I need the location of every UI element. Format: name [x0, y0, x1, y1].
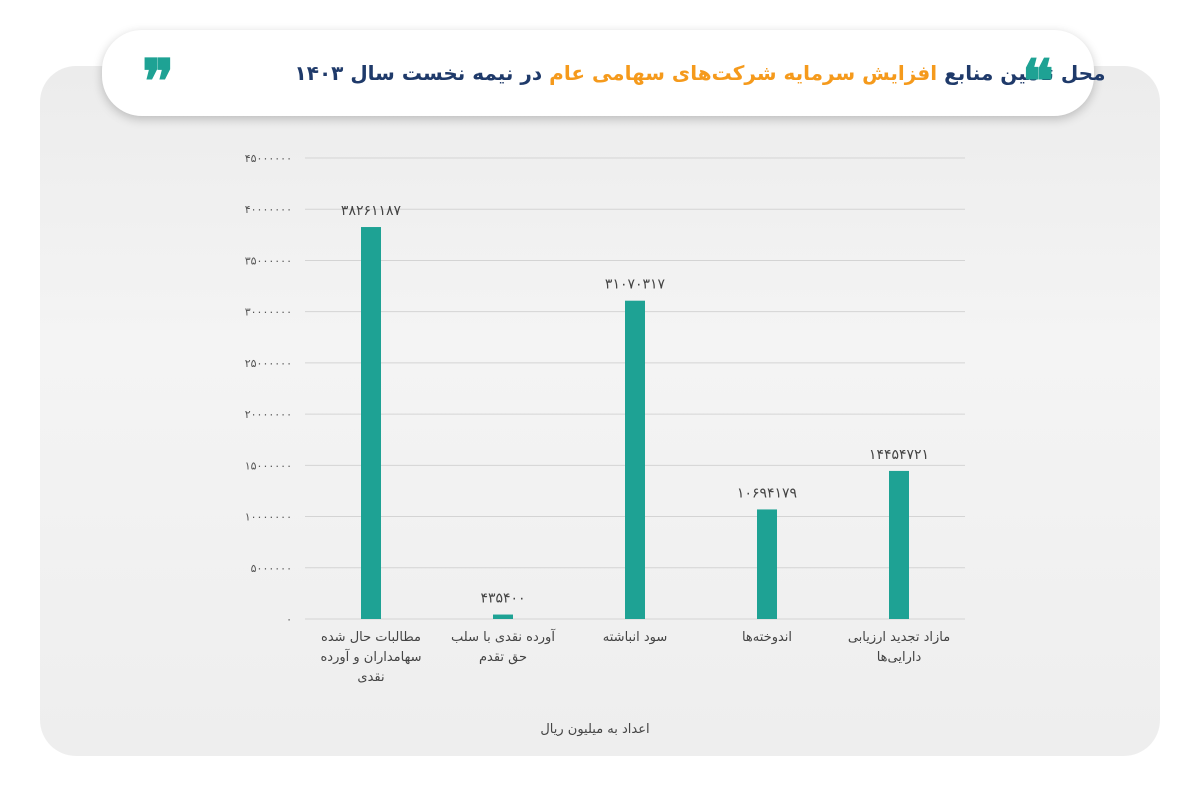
chart-card [40, 66, 1160, 756]
y-tick-label: ۱۵۰۰۰۰۰۰ [245, 459, 292, 472]
quote-open-icon: ❞ [142, 47, 175, 117]
chart-title: محل تامین منابع افزایش سرمایه شرکت‌های س… [262, 58, 1138, 88]
unit-note: اعداد به میلیون ریال [540, 722, 650, 737]
x-tick-label: آورده نقدی با سلب [451, 628, 556, 645]
bar [493, 614, 513, 619]
y-tick-label: ۴۰۰۰۰۰۰۰ [245, 203, 292, 216]
data-label: ۴۳۵۴۰۰ [480, 591, 525, 607]
data-label: ۱۴۴۵۴۷۲۱ [869, 447, 929, 463]
title-highlight: افزایش سرمایه شرکت‌های سهامی عام [549, 61, 938, 85]
data-label: ۳۱۰۷۰۳۱۷ [605, 277, 666, 293]
x-tick-label: مطالبات حال شده [321, 630, 421, 645]
bar [757, 509, 777, 619]
data-label: ۳۸۲۶۱۱۸۷ [341, 203, 402, 219]
y-tick-label: ۲۵۰۰۰۰۰۰ [245, 357, 292, 370]
y-tick-label: ۳۵۰۰۰۰۰۰ [245, 254, 292, 267]
x-tick-label: اندوخته‌ها [742, 630, 792, 645]
bar [361, 227, 381, 619]
x-tick-label: حق تقدم [479, 650, 527, 665]
data-label: ۱۰۶۹۴۱۷۹ [737, 485, 797, 501]
y-tick-label: ۴۵۰۰۰۰۰۰ [245, 152, 292, 165]
title-part2: در نیمه نخست سال ۱۴۰۳ [294, 61, 543, 85]
y-tick-label: ۰ [286, 613, 292, 626]
y-tick-label: ۱۰۰۰۰۰۰۰ [245, 511, 292, 524]
y-tick-label: ۵۰۰۰۰۰۰ [251, 562, 292, 575]
title-part1: محل تامین منابع [944, 61, 1106, 85]
x-tick-label: سهامداران و آورده [321, 648, 422, 665]
bar [889, 470, 909, 619]
quote-close-icon: ❝ [1021, 47, 1054, 117]
bar [625, 300, 645, 619]
title-banner: ❞ محل تامین منابع افزایش سرمایه شرکت‌های… [102, 30, 1105, 117]
y-tick-label: ۳۰۰۰۰۰۰۰ [245, 306, 292, 319]
x-tick-label: دارایی‌ها [877, 650, 922, 665]
x-tick-label: مازاد تجدید ارزیابی [848, 630, 950, 645]
x-tick-label: سود انباشته [603, 630, 667, 645]
x-tick-label: نقدی [357, 670, 384, 685]
y-tick-label: ۲۰۰۰۰۰۰۰ [245, 408, 292, 421]
